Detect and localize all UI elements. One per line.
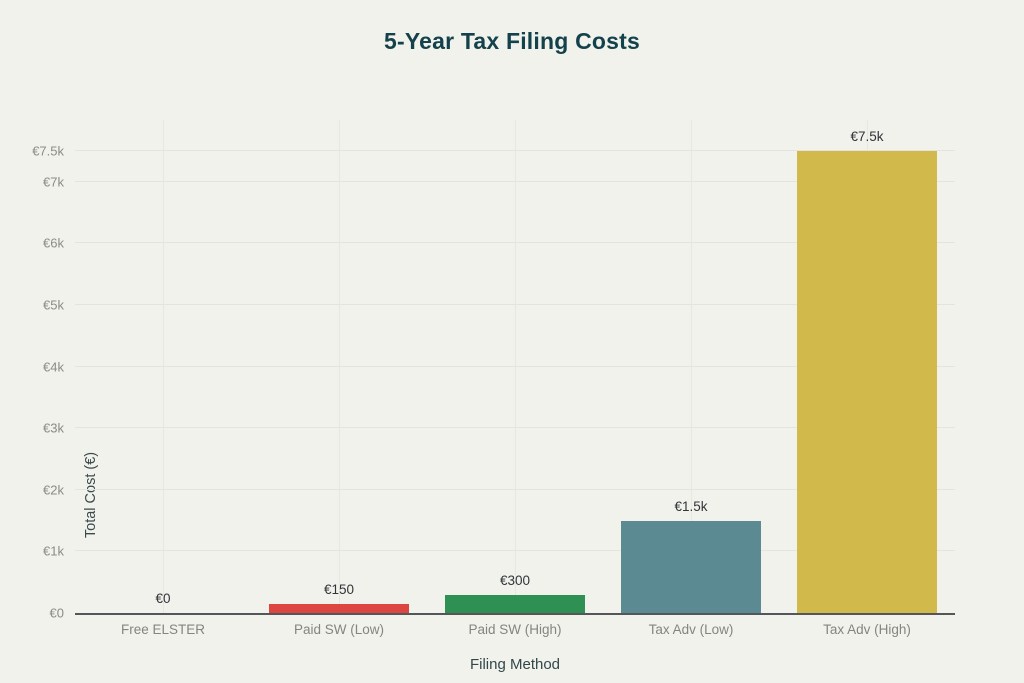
bar-value-label: €150 <box>323 581 355 597</box>
bar-paid-sw-low <box>269 603 409 613</box>
bar-value-label: €0 <box>155 591 171 606</box>
chart-title: 5-Year Tax Filing Costs <box>384 28 640 54</box>
x-tick-label: Tax Adv (Low) <box>648 622 734 637</box>
x-tick-label: Free ELSTER <box>120 622 206 637</box>
y-tick-label: €6k <box>43 235 64 251</box>
y-tick-label: €4k <box>43 359 64 374</box>
bar-paid-sw-high <box>445 594 585 613</box>
x-gridline <box>515 120 516 613</box>
y-tick-label: €0 <box>49 605 64 621</box>
x-axis-title: Filing Method <box>469 656 561 673</box>
y-tick-label: €7k <box>43 174 64 190</box>
x-gridline <box>691 120 692 613</box>
x-tick-label: Paid SW (High) <box>468 622 562 637</box>
x-gridline <box>163 120 164 613</box>
x-tick-label: Paid SW (Low) <box>293 622 385 637</box>
bar-tax-adv-low <box>621 520 761 613</box>
bar-value-label: €7.5k <box>850 128 884 144</box>
y-tick-label: €1k <box>43 543 64 559</box>
y-tick-label: €7.5k <box>32 143 64 159</box>
y-tick-label: €3k <box>43 420 64 436</box>
plot-area: Total Cost (€) €0 €1k €2k €3k €4k €5k €6k €7k €7… <box>32 120 955 621</box>
x-gridline <box>339 120 340 613</box>
x-tick-label: Tax Adv (High) <box>823 622 911 637</box>
y-tick-label: €2k <box>43 482 64 498</box>
y-axis-title: Total Cost (€) <box>83 451 99 539</box>
bar-value-label: €300 <box>499 572 531 588</box>
bar-value-label: €1.5k <box>674 498 708 514</box>
bar-tax-adv-high <box>797 150 937 613</box>
y-tick-label: €5k <box>43 297 64 313</box>
